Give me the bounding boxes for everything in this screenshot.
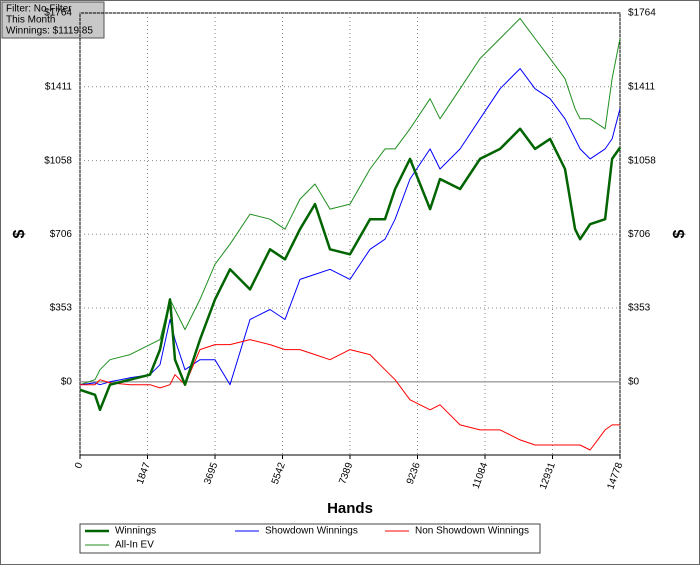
legend-label: All-In EV <box>115 540 154 551</box>
y2-tick-label: $1411 <box>628 81 656 92</box>
info-box <box>1 1 105 39</box>
y2-tick-label: $1764 <box>628 8 656 19</box>
y2-tick-label: $706 <box>628 229 651 240</box>
y-tick-label: $1411 <box>45 81 73 92</box>
y2-tick-label: $0 <box>628 376 640 387</box>
y-tick-label: $0 <box>61 376 73 387</box>
info-line: Winnings: $1119.85 <box>6 26 93 37</box>
y-tick-label: $706 <box>50 229 73 240</box>
series-line <box>79 127 622 412</box>
legend-label: Winnings <box>115 526 156 537</box>
series-line <box>79 68 621 386</box>
y-tick-label: $353 <box>50 303 73 314</box>
series-line <box>80 339 620 451</box>
legend-label: Showdown Winnings <box>265 526 358 537</box>
y2-tick-label: $1058 <box>628 155 656 166</box>
y-axis-title: $ <box>11 229 28 238</box>
series-line <box>79 17 621 386</box>
y2-axis-title: $ <box>671 229 688 238</box>
x-tick-label: 0 <box>73 461 85 470</box>
legend-label: Non Showdown Winnings <box>415 526 529 537</box>
info-line: Filter: No Filter <box>6 4 72 15</box>
y-tick-label: $1764 <box>44 8 72 19</box>
info-line: This Month <box>6 15 55 26</box>
x-axis-title: Hands <box>327 500 373 517</box>
legend <box>79 523 541 554</box>
y-tick-label: $1058 <box>44 155 72 166</box>
y2-tick-label: $353 <box>628 303 651 314</box>
